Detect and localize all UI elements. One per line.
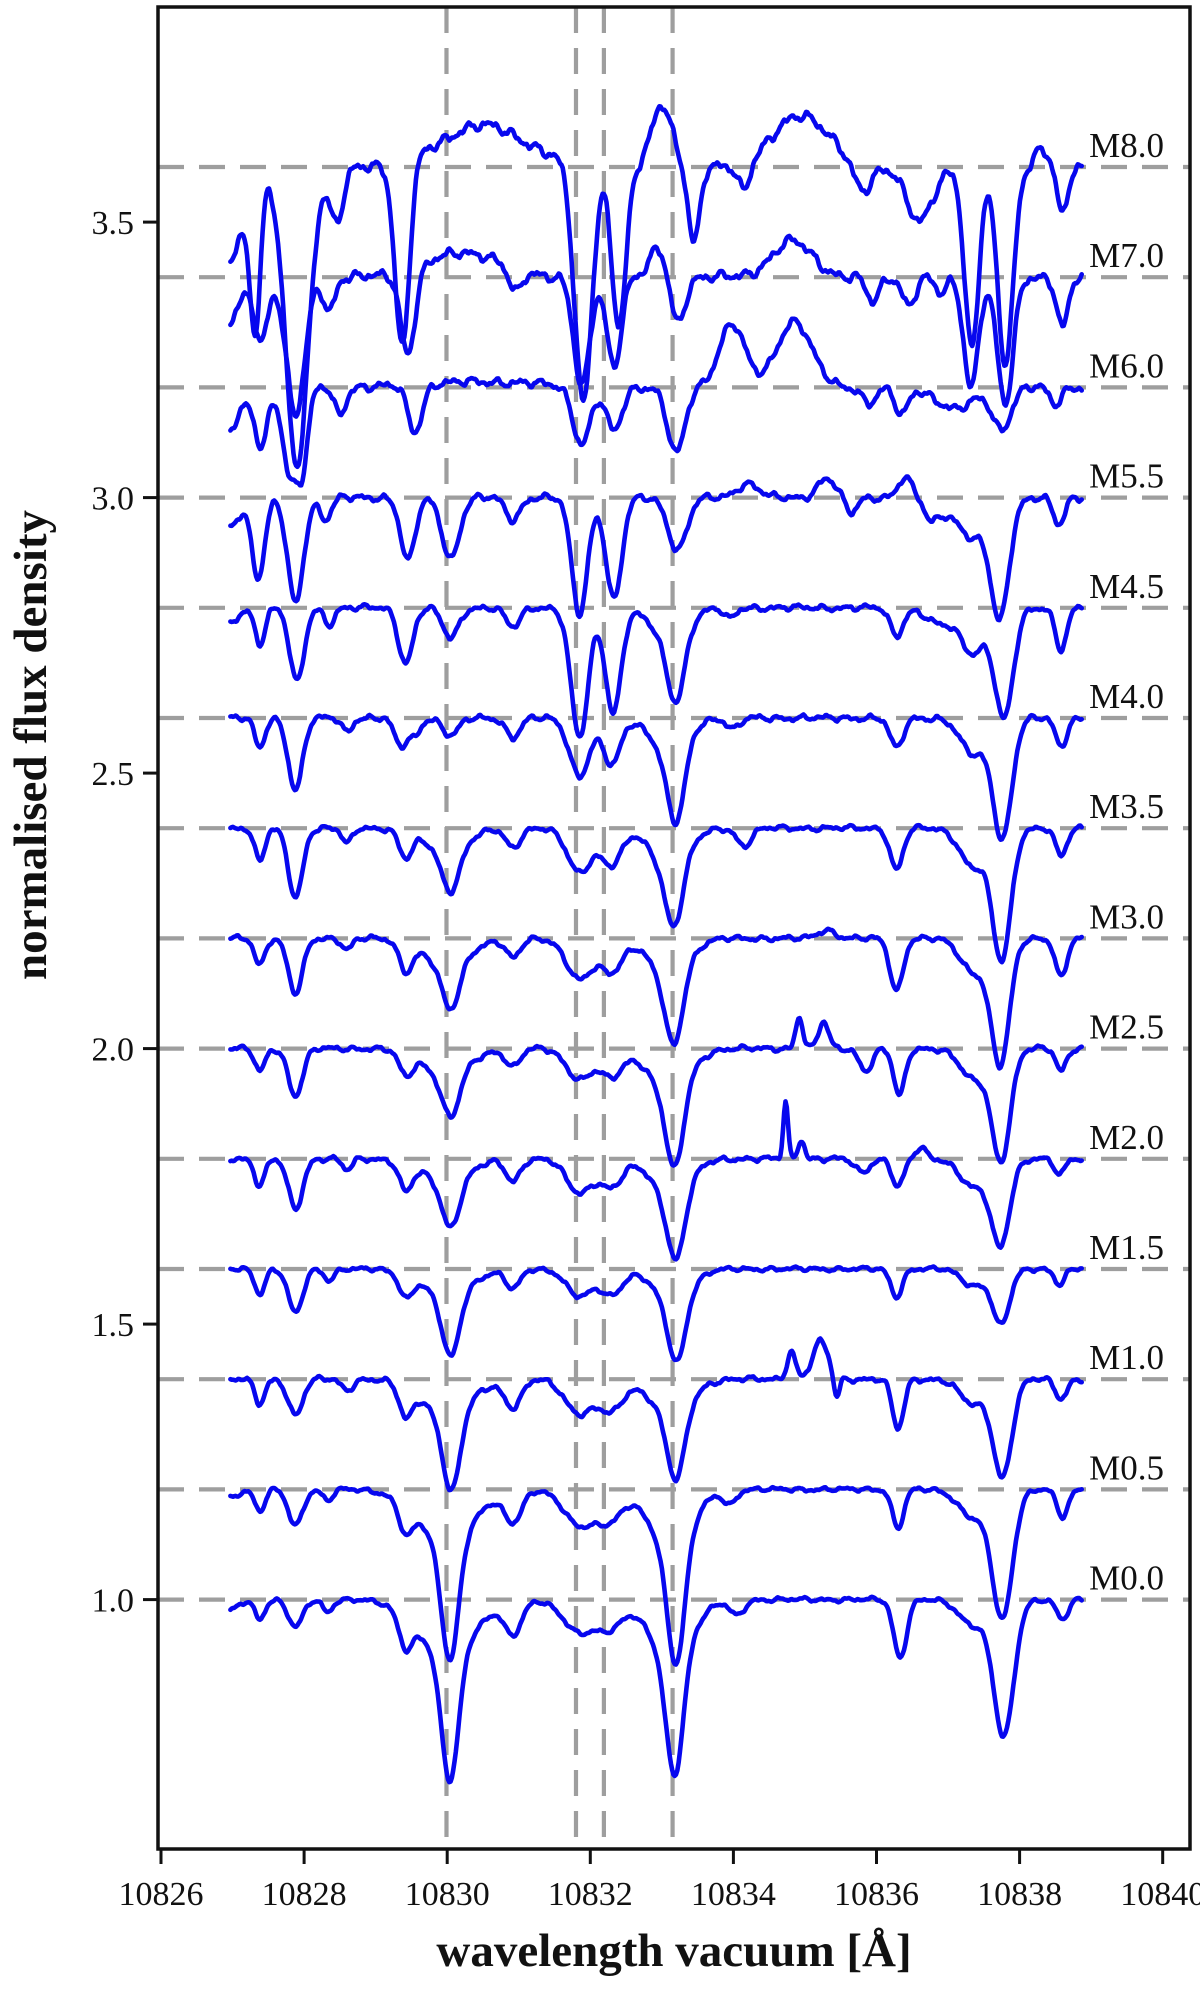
axes: 10826 10828 10830 10832 10834 10836 10838 10840… [92,5,1200,1913]
series-label-M3.0: M3.0 [1089,897,1164,936]
series-label-M5.5: M5.5 [1089,457,1164,496]
series-label-M7.0: M7.0 [1089,236,1164,275]
series-label-M2.5: M2.5 [1089,1008,1164,1047]
spectrum-M4.5 [228,602,1084,739]
y-tick-label: 1.5 [92,1307,135,1344]
series-label-M3.5: M3.5 [1089,787,1164,826]
x-tick-label: 10828 [262,1876,347,1913]
spectrum-M7.0 [228,233,1084,419]
series-label-M4.0: M4.0 [1089,677,1164,716]
spectrum-M0.5 [228,1484,1084,1667]
series-label-M6.0: M6.0 [1089,346,1164,385]
y-tick-label: 3.5 [92,205,135,242]
series-label-M0.5: M0.5 [1089,1448,1164,1487]
series-label-M2.0: M2.0 [1089,1118,1164,1157]
series-labels: M0.0 M0.5 M1.0 M1.5 M2.0 M2.5 M3.0 M3.5 M4.0 M4.5… [1089,126,1164,1598]
spectrum-M1.0 [228,1336,1084,1493]
x-tick-label: 10834 [691,1876,776,1913]
x-axis-title: wavelength vacuum [Å] [436,1925,911,1977]
series-label-M4.5: M4.5 [1089,567,1164,606]
series-label-M8.0: M8.0 [1089,126,1164,165]
x-tick-label: 10836 [834,1876,919,1913]
spectrum-M5.5 [228,474,1084,623]
spectrum-M6.0 [228,316,1084,488]
spectrum-M8.0 [228,104,1084,470]
y-tick-label: 2.5 [92,756,135,793]
y-tick-label: 1.0 [92,1583,135,1620]
x-tick-label: 10840 [1120,1876,1200,1913]
spectrum-M3.0 [228,926,1084,1071]
x-tick-label: 10826 [119,1876,204,1913]
spectra-curves [228,104,1084,1785]
series-label-M1.0: M1.0 [1089,1338,1164,1377]
spectrum-M1.5 [228,1264,1084,1363]
series-label-M0.0: M0.0 [1089,1559,1164,1598]
x-tick-label: 10838 [977,1876,1062,1913]
x-tick-label: 10832 [548,1876,633,1913]
x-tick-label: 10830 [405,1876,490,1913]
plot-border [156,5,1192,1851]
spectrum-M4.0 [228,712,1084,842]
spectrum-M3.5 [228,822,1084,965]
spectrum-M2.5 [228,1015,1084,1168]
spectrum-M0.0 [228,1594,1084,1785]
spectrum-M2.0 [228,1099,1084,1262]
y-tick-label: 2.0 [92,1032,135,1069]
series-label-M1.5: M1.5 [1089,1228,1164,1267]
y-tick-label: 3.0 [92,481,135,518]
y-axis-title: normalised flux density [5,509,57,980]
